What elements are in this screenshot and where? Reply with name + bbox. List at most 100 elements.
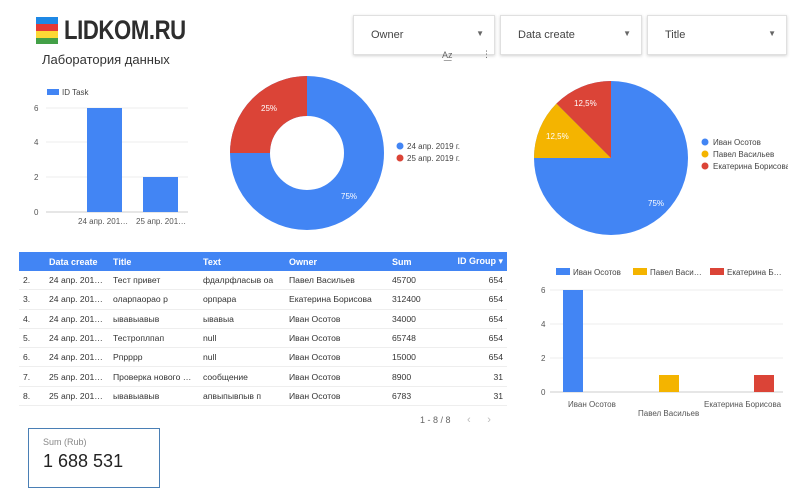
col-header[interactable]: Sum <box>388 252 446 271</box>
cell: Павел Васильев <box>285 271 388 291</box>
cell: 654 <box>446 289 507 310</box>
pie-slice-pavel[interactable] <box>533 103 611 159</box>
cell: 24 апр. 201… <box>45 347 109 368</box>
table-row[interactable]: 2. 24 апр. 201… Тест привет фдалрфласыв … <box>19 271 507 291</box>
y-tick: 0 <box>541 388 546 397</box>
cell: 312400 <box>388 289 446 310</box>
legend-swatch <box>701 150 709 158</box>
cell: сообщение <box>199 366 285 387</box>
legend-label: Екатерина Борисова <box>713 162 788 171</box>
legend-label: Иван Осотов <box>713 138 761 147</box>
bar-chart-id-task: ID Task 0 2 4 6 24 апр. 201… 25 апр. 201… <box>34 88 188 226</box>
logo-text: LIDKOM.RU <box>64 14 186 45</box>
filter-owner-label: Owner <box>371 29 404 41</box>
legend-swatch <box>396 154 404 162</box>
cell: фдалрфласыв оа <box>199 271 285 291</box>
cell: Иван Осотов <box>285 347 388 368</box>
cell: ывавыавыв <box>109 309 199 329</box>
legend-swatch <box>701 162 709 170</box>
bar-ekaterina[interactable] <box>754 375 774 392</box>
col-header[interactable]: Text <box>199 252 285 271</box>
pie-slice-ekaterina[interactable] <box>556 80 612 158</box>
col-header[interactable]: Data create <box>45 252 109 271</box>
cell: 45700 <box>388 271 446 291</box>
cell: 654 <box>446 271 507 291</box>
x-tick: 25 апр. 201… <box>136 217 186 226</box>
scorecard-label: Sum (Rub) <box>43 437 87 447</box>
table-row[interactable]: 6. 24 апр. 201… Рпрррр null Иван Осотов … <box>19 347 507 368</box>
donut-slice-25apr[interactable] <box>230 76 308 154</box>
cell: 25 апр. 201… <box>45 386 109 407</box>
cell: 3. <box>19 289 45 310</box>
bar-chart-owners: Иван Осотов Павел Васи… Екатерина Б… 0 2… <box>541 268 783 418</box>
table-row[interactable]: 3. 24 апр. 201… оларпаорао р орпрара Ека… <box>19 289 507 310</box>
filter-title-label: Title <box>665 29 686 41</box>
x-tick: Екатерина Борисова <box>704 400 782 409</box>
scorecard-value: 1 688 531 <box>43 451 124 471</box>
filter-data-create-label: Data create <box>518 29 575 41</box>
table-row[interactable]: 8. 25 апр. 201… ывавыавыв апвыпывпыв п И… <box>19 386 507 407</box>
col-header[interactable] <box>19 252 45 271</box>
col-header-sorted[interactable]: ID Group ▾ <box>446 252 507 271</box>
filter-title[interactable]: Title ▼ <box>647 15 787 55</box>
legend-swatch <box>701 138 709 146</box>
col-header[interactable]: Owner <box>285 252 388 271</box>
donut-chart-dates: 25% 75% 24 апр. 2019 г. 25 апр. 2019 г. <box>230 76 460 230</box>
cell: Проверка нового … <box>109 366 199 387</box>
cell: ывавыавыв <box>109 386 199 407</box>
slice-label: 75% <box>341 192 357 201</box>
col-header[interactable]: Title <box>109 252 199 271</box>
legend-swatch <box>47 89 59 95</box>
more-vert-icon[interactable]: ⋮ <box>482 49 491 59</box>
cell: 5. <box>19 328 45 349</box>
cell: 31 <box>446 386 507 407</box>
bar[interactable] <box>143 177 178 212</box>
table-pager: 1 - 8 / 8 ‹ › <box>420 414 505 426</box>
y-tick: 6 <box>541 286 546 295</box>
cell: Рпрррр <box>109 347 199 368</box>
cell: 6783 <box>388 386 446 407</box>
cell: Иван Осотов <box>285 309 388 329</box>
y-tick: 6 <box>34 104 39 113</box>
cell: 25 апр. 201… <box>45 366 109 387</box>
chevron-left-icon[interactable]: ‹ <box>467 414 471 426</box>
bar-ivan[interactable] <box>563 290 583 392</box>
cell: 2. <box>19 271 45 291</box>
bar[interactable] <box>87 108 122 212</box>
table-row[interactable]: 7. 25 апр. 201… Проверка нового … сообще… <box>19 366 507 387</box>
slice-label: 12,5% <box>574 99 597 108</box>
pager-text: 1 - 8 / 8 <box>420 415 451 425</box>
cell: 654 <box>446 328 507 349</box>
filter-owner[interactable]: Owner ▼ <box>353 15 495 55</box>
table-row[interactable]: 4. 24 апр. 201… ывавыавыв ывавыа Иван Ос… <box>19 309 507 329</box>
cell: оларпаорао р <box>109 289 199 310</box>
cell: 6. <box>19 347 45 368</box>
legend-label: Иван Осотов <box>573 268 621 277</box>
cell: 65748 <box>388 328 446 349</box>
cell: 654 <box>446 309 507 329</box>
legend-label: ID Task <box>62 88 90 97</box>
cell: 4. <box>19 309 45 329</box>
chevron-down-icon: ▼ <box>768 29 776 38</box>
cell: 24 апр. 201… <box>45 289 109 310</box>
filter-data-create[interactable]: Data create ▼ <box>500 15 642 55</box>
cell: 24 апр. 201… <box>45 271 109 291</box>
cell: null <box>199 328 285 349</box>
legend-swatch <box>396 142 404 150</box>
chevron-right-icon[interactable]: › <box>487 414 491 426</box>
legend-label: 24 апр. 2019 г. <box>407 142 460 151</box>
cell: Тестроплпап <box>109 328 199 349</box>
y-tick: 4 <box>34 138 39 147</box>
sort-az-icon[interactable]: A͟z <box>442 50 453 60</box>
slice-label: 25% <box>261 104 277 113</box>
cell: null <box>199 347 285 368</box>
cell: ывавыа <box>199 309 285 329</box>
y-tick: 2 <box>541 354 546 363</box>
cell: Екатерина Борисова <box>285 289 388 310</box>
y-tick: 2 <box>34 173 39 182</box>
bar-pavel[interactable] <box>659 375 679 392</box>
legend-label: 25 апр. 2019 г. <box>407 154 460 163</box>
cell: апвыпывпыв п <box>199 386 285 407</box>
page-subtitle: Лаборатория данных <box>42 52 170 67</box>
table-row[interactable]: 5. 24 апр. 201… Тестроплпап null Иван Ос… <box>19 328 507 349</box>
